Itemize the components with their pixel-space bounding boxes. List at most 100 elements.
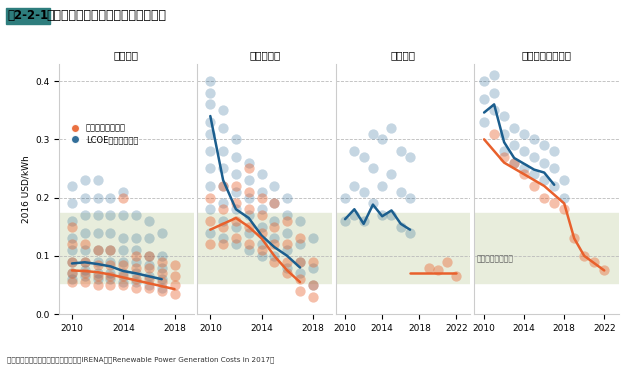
Point (479, 78, 489, 84)
Point (218, 235, 228, 241)
Point (80, 273, 90, 279)
Point (67, 279, 77, 285)
Point (269, 253, 279, 259)
Point (206, 218, 216, 224)
Point (157, 253, 167, 259)
Point (206, 101, 216, 107)
Point (452, 273, 462, 279)
Point (257, 230, 267, 236)
Text: 資料：国際再生可能エネルギー機関（IRENA）「Renewable Power Generation Costs in 2017」: 資料：国際再生可能エネルギー機関（IRENA）「Renewable Power … (7, 356, 275, 363)
Point (377, 212, 387, 218)
Point (308, 282, 318, 288)
Point (80, 212, 90, 218)
Point (559, 194, 569, 200)
Legend: 入札データベース, LCOEデータベース: 入札データベース, LCOEデータベース (66, 123, 140, 145)
Point (350, 183, 359, 189)
Point (424, 264, 434, 270)
Point (244, 247, 254, 253)
Point (144, 276, 154, 282)
Point (509, 160, 519, 166)
Point (118, 194, 128, 200)
Point (131, 253, 141, 259)
Point (509, 160, 519, 166)
Point (282, 194, 292, 200)
Point (218, 148, 228, 154)
Point (257, 224, 267, 230)
Point (559, 206, 569, 212)
Point (118, 282, 128, 288)
Point (282, 270, 292, 276)
Point (67, 224, 77, 230)
Point (231, 224, 241, 230)
Point (539, 194, 549, 200)
Point (282, 247, 292, 253)
Point (131, 247, 141, 253)
Point (206, 194, 216, 200)
Point (93, 282, 103, 288)
Point (589, 259, 599, 265)
Point (396, 189, 406, 195)
Point (218, 218, 228, 224)
Point (93, 194, 103, 200)
Point (549, 148, 559, 154)
Point (157, 230, 167, 236)
Point (144, 282, 154, 288)
Point (144, 273, 154, 279)
Point (80, 241, 90, 247)
Point (231, 183, 241, 189)
Point (67, 270, 77, 276)
Point (599, 267, 609, 273)
Point (499, 113, 509, 119)
Point (257, 247, 267, 253)
Point (489, 107, 499, 113)
Point (105, 273, 115, 279)
Point (350, 212, 359, 218)
Point (157, 285, 167, 291)
Point (67, 183, 77, 189)
Point (80, 247, 90, 253)
Point (244, 165, 254, 171)
Point (244, 206, 254, 212)
Point (231, 206, 241, 212)
Point (396, 224, 406, 230)
Point (218, 165, 228, 171)
Point (80, 177, 90, 183)
Point (206, 241, 216, 247)
Point (257, 194, 267, 200)
Point (282, 259, 292, 265)
Point (218, 206, 228, 212)
Point (539, 177, 549, 183)
Text: 図2-2-1: 図2-2-1 (7, 9, 49, 22)
Point (105, 270, 115, 276)
Point (157, 264, 167, 270)
Point (579, 253, 589, 259)
Point (231, 218, 241, 224)
Point (269, 235, 279, 241)
Point (118, 212, 128, 218)
Point (157, 270, 167, 276)
Point (308, 264, 318, 270)
Point (231, 200, 241, 206)
Point (244, 194, 254, 200)
Point (80, 270, 90, 276)
Point (118, 259, 128, 265)
Point (308, 294, 318, 300)
Point (218, 224, 228, 230)
Point (67, 235, 77, 241)
Point (295, 241, 305, 247)
Point (231, 137, 241, 142)
Point (105, 230, 115, 236)
Point (80, 279, 90, 285)
Bar (336, 213, 470, 283)
Point (157, 279, 167, 285)
Point (131, 259, 141, 265)
Point (405, 154, 415, 160)
Point (105, 259, 115, 265)
Point (144, 264, 154, 270)
Point (93, 247, 103, 253)
Point (377, 183, 387, 189)
Point (231, 235, 241, 241)
Point (67, 270, 77, 276)
Point (350, 148, 359, 154)
Point (269, 218, 279, 224)
